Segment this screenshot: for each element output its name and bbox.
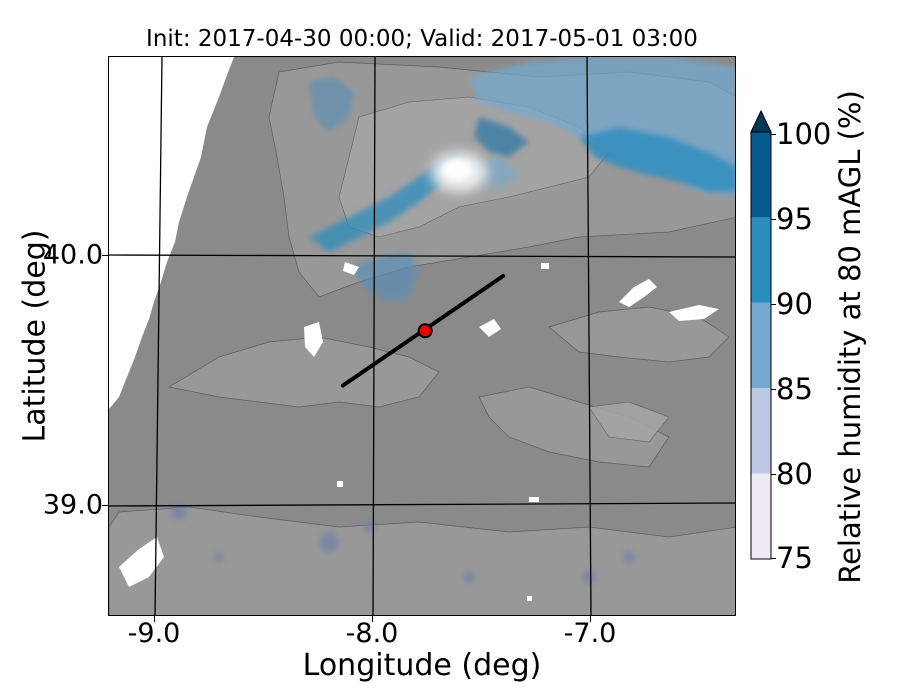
map-svg <box>109 57 735 615</box>
colorbar-tick-label: 95 <box>776 202 813 236</box>
colorbar-tick-label: 100 <box>776 117 832 151</box>
colorbar-segment <box>751 132 771 218</box>
colorbar-segment <box>751 217 771 303</box>
colorbar-tick-label: 75 <box>776 541 813 575</box>
x-axis-label: Longitude (deg) <box>302 648 542 683</box>
chart-title: Init: 2017-04-30 00:00; Valid: 2017-05-0… <box>146 26 698 52</box>
colorbar-segment <box>751 388 771 474</box>
colorbar-tick-label: 85 <box>776 372 813 406</box>
location-marker <box>417 323 433 339</box>
water-features <box>119 262 719 601</box>
colorbar-extend-arrow <box>750 110 772 133</box>
humidity-flecks <box>171 504 635 584</box>
humidity-shading <box>309 57 735 302</box>
x-tick-label: -8.0 <box>345 618 399 649</box>
y-tick-label: 40.0 <box>42 239 103 271</box>
colorbar-tick-label: 90 <box>776 287 813 321</box>
x-tick-label: -7.0 <box>563 618 617 649</box>
map-panel <box>108 56 736 616</box>
colorbar <box>750 110 772 560</box>
gridlines <box>109 57 735 615</box>
colorbar-label: Relative humidity at 80 mAGL (%) <box>833 90 867 584</box>
x-tick-label: -9.0 <box>127 618 181 649</box>
y-axis-label: Latitude (deg) <box>17 229 53 443</box>
y-tick-label: 39.0 <box>42 489 103 521</box>
colorbar-tick-label: 80 <box>776 457 813 491</box>
colorbar-segment <box>751 302 771 389</box>
ocean-area <box>109 57 234 409</box>
colorbar-segment <box>751 473 771 559</box>
